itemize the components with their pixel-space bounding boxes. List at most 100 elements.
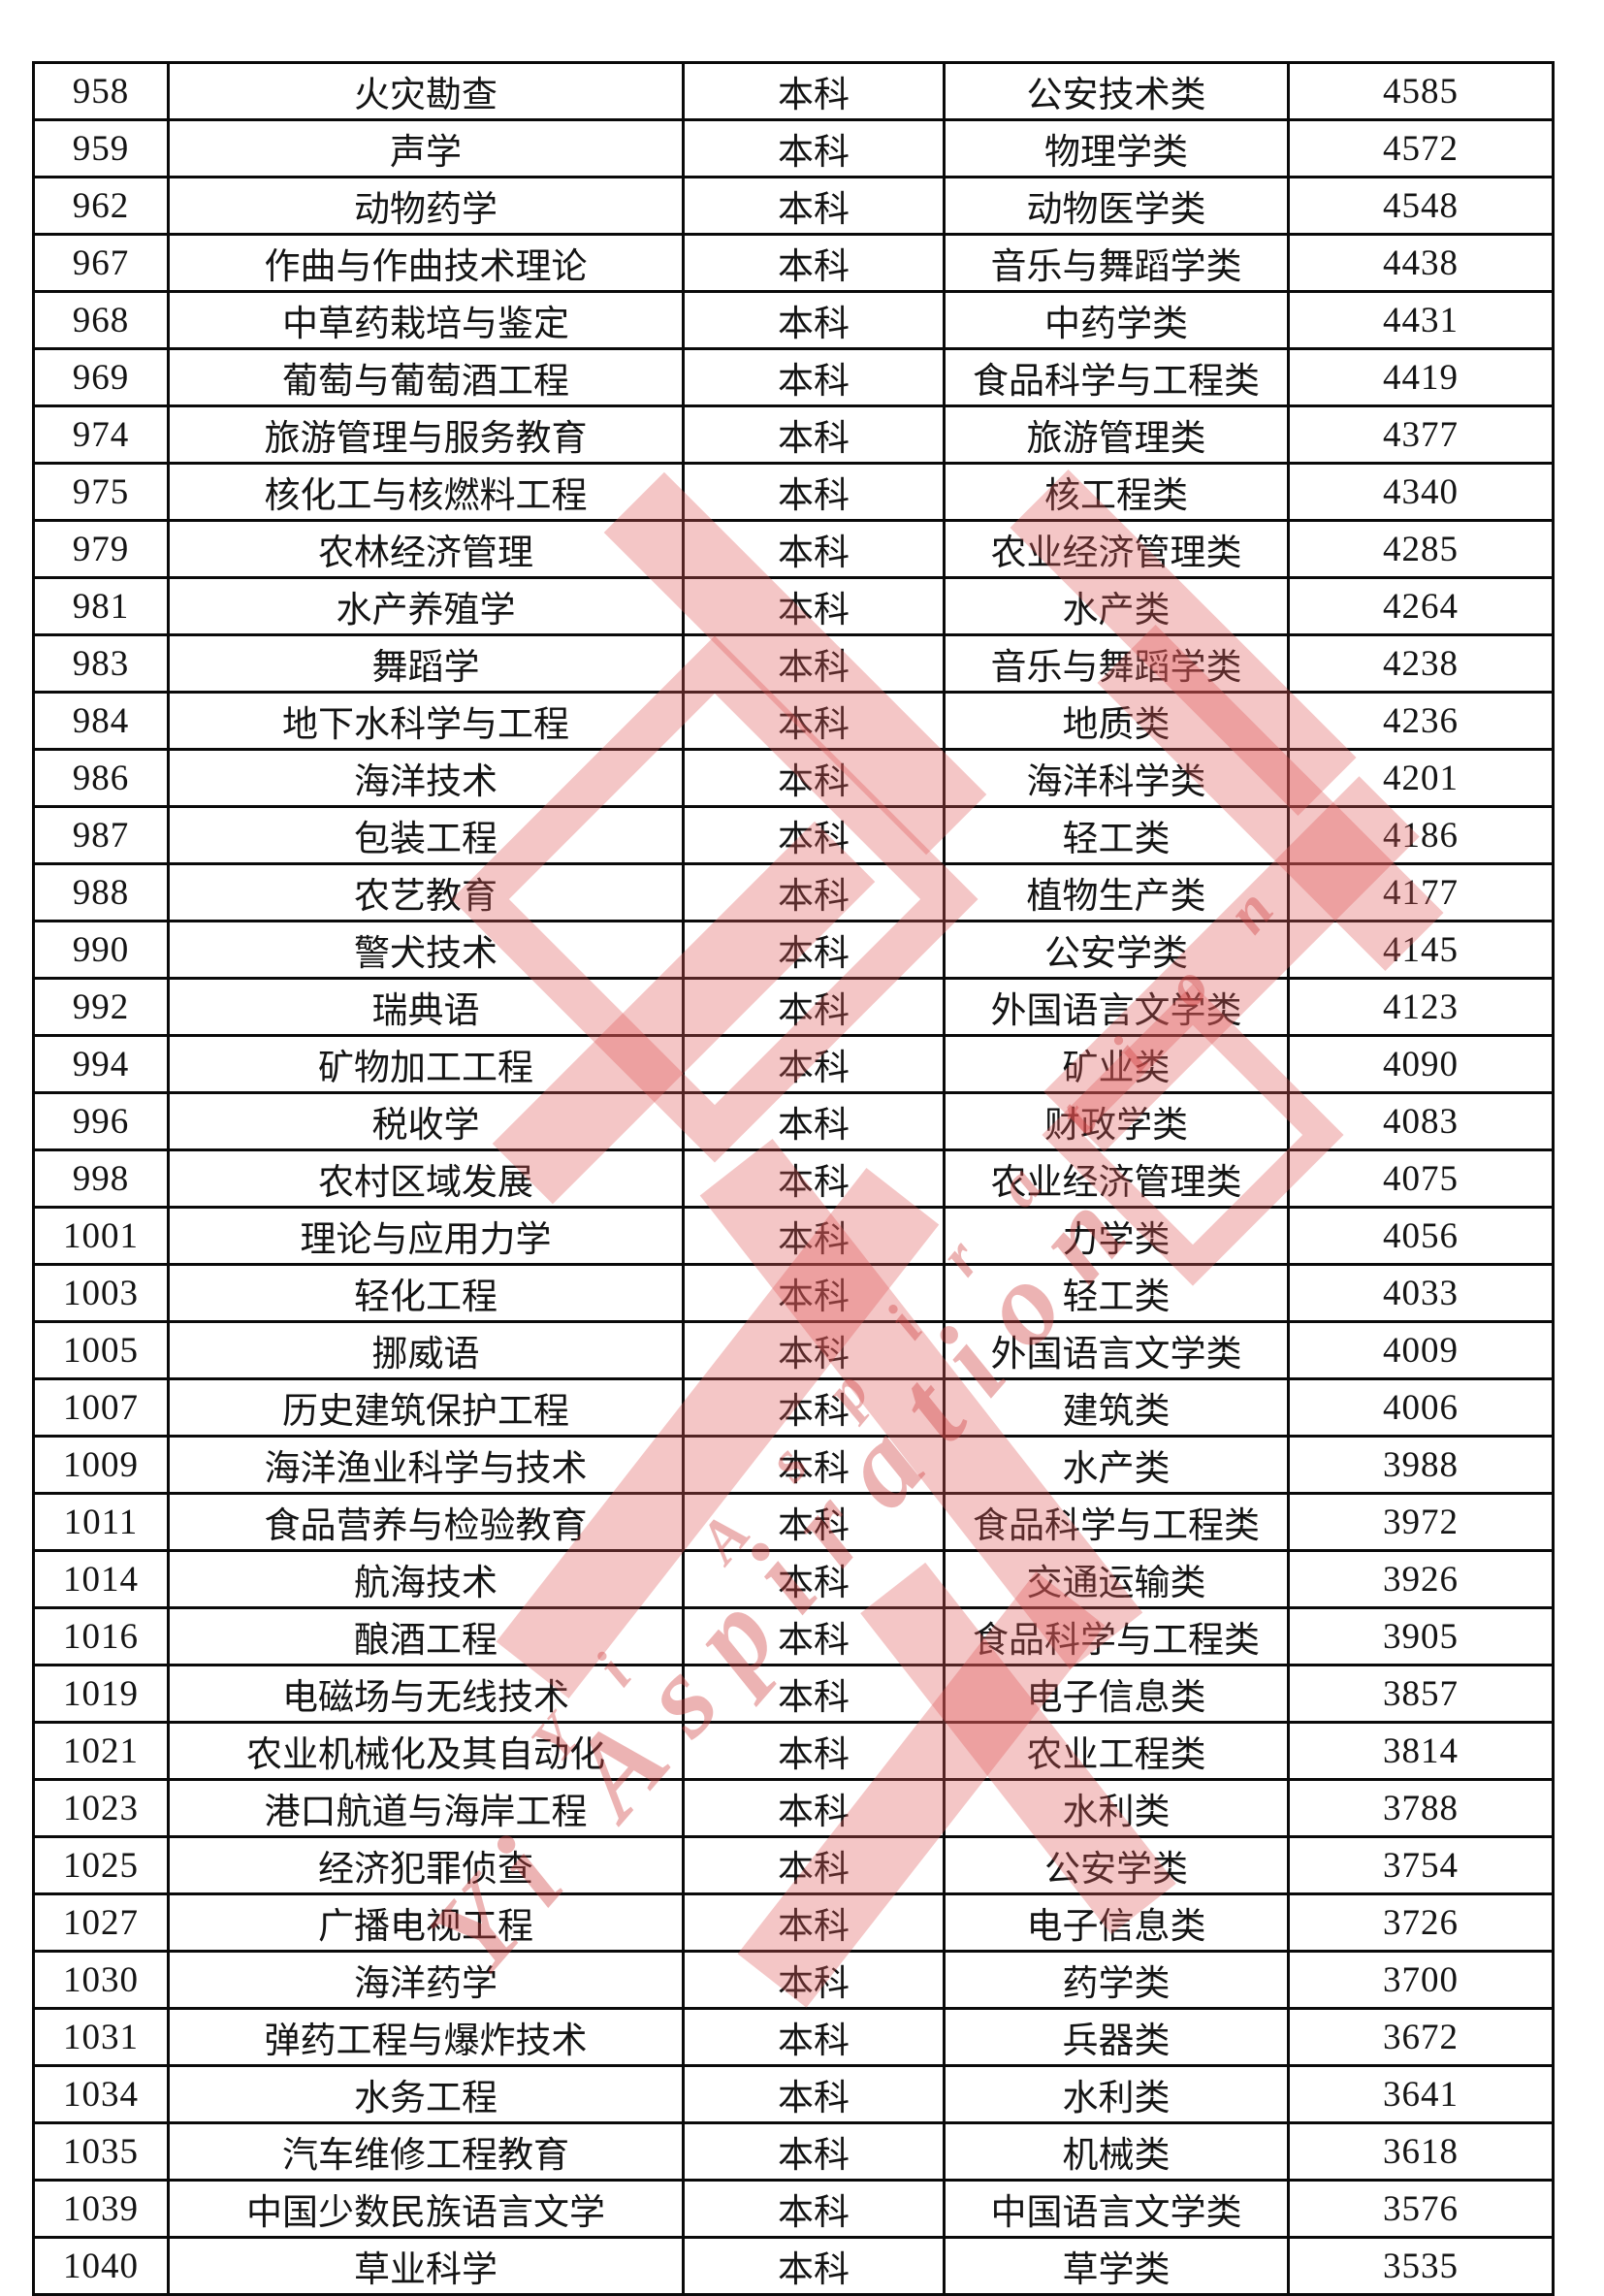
value-cell: 4377 <box>1287 404 1555 465</box>
category-cell: 动物医学类 <box>943 176 1290 236</box>
level-cell: 本科 <box>682 519 946 579</box>
code-cell: 1007 <box>32 1377 170 1438</box>
category-cell: 地质类 <box>943 691 1290 751</box>
table-row: 975 核化工与核燃料工程 本科 核工程类 4340 <box>32 462 1555 522</box>
code-cell: 998 <box>32 1148 170 1209</box>
category-cell: 公安学类 <box>943 1835 1290 1895</box>
code-cell: 1030 <box>32 1950 170 2010</box>
code-cell: 988 <box>32 862 170 922</box>
code-cell: 975 <box>32 462 170 522</box>
level-cell: 本科 <box>682 1435 946 1495</box>
value-cell: 3618 <box>1287 2121 1555 2182</box>
value-cell: 3857 <box>1287 1664 1555 1724</box>
code-cell: 1014 <box>32 1549 170 1609</box>
category-cell: 建筑类 <box>943 1377 1290 1438</box>
major-cell: 海洋技术 <box>167 748 685 808</box>
level-cell: 本科 <box>682 404 946 465</box>
table-row: 990 警犬技术 本科 公安学类 4145 <box>32 920 1555 980</box>
table-row: 998 农村区域发展 本科 农业经济管理类 4075 <box>32 1148 1555 1209</box>
level-cell: 本科 <box>682 805 946 865</box>
category-cell: 核工程类 <box>943 462 1290 522</box>
level-cell: 本科 <box>682 2064 946 2124</box>
table-row: 1023 港口航道与海岸工程 本科 水利类 3788 <box>32 1778 1555 1838</box>
category-cell: 外国语言文学类 <box>943 977 1290 1037</box>
table-row: 1011 食品营养与检验教育 本科 食品科学与工程类 3972 <box>32 1492 1555 1552</box>
value-cell: 3905 <box>1287 1606 1555 1666</box>
major-cell: 舞蹈学 <box>167 633 685 694</box>
level-cell: 本科 <box>682 920 946 980</box>
major-cell: 火灾勘查 <box>167 61 685 121</box>
category-cell: 旅游管理类 <box>943 404 1290 465</box>
category-cell: 药学类 <box>943 1950 1290 2010</box>
table-row: 974 旅游管理与服务教育 本科 旅游管理类 4377 <box>32 404 1555 465</box>
major-cell: 海洋渔业科学与技术 <box>167 1435 685 1495</box>
major-cell: 包装工程 <box>167 805 685 865</box>
major-cell: 作曲与作曲技术理论 <box>167 233 685 293</box>
table-row: 1014 航海技术 本科 交通运输类 3926 <box>32 1549 1555 1609</box>
category-cell: 力学类 <box>943 1206 1290 1266</box>
code-cell: 1016 <box>32 1606 170 1666</box>
value-cell: 4585 <box>1287 61 1555 121</box>
level-cell: 本科 <box>682 462 946 522</box>
value-cell: 4056 <box>1287 1206 1555 1266</box>
value-cell: 3814 <box>1287 1721 1555 1781</box>
category-cell: 水产类 <box>943 576 1290 636</box>
value-cell: 3726 <box>1287 1892 1555 1953</box>
category-cell: 轻工类 <box>943 1263 1290 1323</box>
code-cell: 1040 <box>32 2236 170 2296</box>
category-cell: 公安技术类 <box>943 61 1290 121</box>
level-cell: 本科 <box>682 1950 946 2010</box>
code-cell: 987 <box>32 805 170 865</box>
level-cell: 本科 <box>682 1549 946 1609</box>
value-cell: 4431 <box>1287 290 1555 350</box>
value-cell: 4340 <box>1287 462 1555 522</box>
value-cell: 4123 <box>1287 977 1555 1037</box>
code-cell: 1009 <box>32 1435 170 1495</box>
major-cell: 农业机械化及其自动化 <box>167 1721 685 1781</box>
level-cell: 本科 <box>682 576 946 636</box>
level-cell: 本科 <box>682 1263 946 1323</box>
major-cell: 农村区域发展 <box>167 1148 685 1209</box>
major-cell: 港口航道与海岸工程 <box>167 1778 685 1838</box>
code-cell: 958 <box>32 61 170 121</box>
code-cell: 974 <box>32 404 170 465</box>
major-cell: 食品营养与检验教育 <box>167 1492 685 1552</box>
level-cell: 本科 <box>682 2007 946 2067</box>
table-row: 996 税收学 本科 财政学类 4083 <box>32 1091 1555 1151</box>
code-cell: 1039 <box>32 2179 170 2239</box>
code-cell: 968 <box>32 290 170 350</box>
code-cell: 984 <box>32 691 170 751</box>
level-cell: 本科 <box>682 1892 946 1953</box>
category-cell: 外国语言文学类 <box>943 1320 1290 1380</box>
table-row: 992 瑞典语 本科 外国语言文学类 4123 <box>32 977 1555 1037</box>
level-cell: 本科 <box>682 1606 946 1666</box>
level-cell: 本科 <box>682 862 946 922</box>
table-row: 1031 弹药工程与爆炸技术 本科 兵器类 3672 <box>32 2007 1555 2067</box>
code-cell: 1027 <box>32 1892 170 1953</box>
value-cell: 4186 <box>1287 805 1555 865</box>
table-row: 962 动物药学 本科 动物医学类 4548 <box>32 176 1555 236</box>
major-cell: 矿物加工工程 <box>167 1034 685 1094</box>
table-row: 1016 酿酒工程 本科 食品科学与工程类 3905 <box>32 1606 1555 1666</box>
table-row: 983 舞蹈学 本科 音乐与舞蹈学类 4238 <box>32 633 1555 694</box>
value-cell: 3926 <box>1287 1549 1555 1609</box>
table-row: 968 中草药栽培与鉴定 本科 中药学类 4431 <box>32 290 1555 350</box>
level-cell: 本科 <box>682 977 946 1037</box>
level-cell: 本科 <box>682 1034 946 1094</box>
category-cell: 音乐与舞蹈学类 <box>943 633 1290 694</box>
major-cell: 中草药栽培与鉴定 <box>167 290 685 350</box>
major-cell: 电磁场与无线技术 <box>167 1664 685 1724</box>
level-cell: 本科 <box>682 61 946 121</box>
level-cell: 本科 <box>682 2236 946 2296</box>
table-row: 984 地下水科学与工程 本科 地质类 4236 <box>32 691 1555 751</box>
level-cell: 本科 <box>682 1206 946 1266</box>
code-cell: 996 <box>32 1091 170 1151</box>
category-cell: 电子信息类 <box>943 1892 1290 1953</box>
value-cell: 3700 <box>1287 1950 1555 2010</box>
category-cell: 水产类 <box>943 1435 1290 1495</box>
category-cell: 机械类 <box>943 2121 1290 2182</box>
category-cell: 食品科学与工程类 <box>943 347 1290 407</box>
category-cell: 物理学类 <box>943 118 1290 178</box>
category-cell: 水利类 <box>943 1778 1290 1838</box>
